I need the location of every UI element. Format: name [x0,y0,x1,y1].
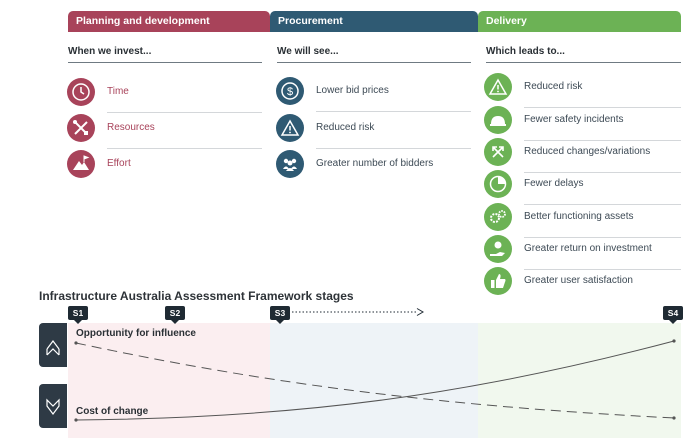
warning-triangle-icon [276,114,304,142]
cost-label: Cost of change [76,406,149,417]
item-label: Reduced risk [524,81,583,92]
cost-tab [39,384,67,428]
item-label: Time [107,86,129,97]
divider [277,62,471,63]
opportunity-label: Opportunity for influence [76,328,196,339]
clock-icon [67,78,95,106]
list-item: Fewer delays [484,170,681,205]
item-label: Lower bid prices [316,85,389,96]
list-item: $ Lower bid prices [276,77,471,112]
people-group-icon [276,150,304,178]
stage-badge: S2 [165,306,185,324]
stage-badge: S3 [270,306,290,324]
divider [316,148,471,149]
line-endpoint [74,418,78,422]
chevron-down-icon [46,398,60,415]
svg-text:$: $ [287,86,293,98]
item-label: Better functioning assets [524,211,634,222]
divider [316,111,471,112]
list-item: Reduced risk [276,114,471,149]
list-item: Resources [67,114,262,149]
divider [524,107,681,108]
item-label: Fewer safety incidents [524,114,624,125]
divider [107,112,262,113]
chevron-up-icon [46,340,60,356]
opportunity-line [75,342,675,419]
divider [524,269,681,270]
header-planning: Planning and development [68,11,270,32]
clock-pie-icon [484,170,512,198]
divider [524,172,681,173]
item-label: Greater number of bidders [316,158,434,169]
divider [68,62,262,63]
divider [524,237,681,238]
item-label: Greater user satisfaction [524,275,633,286]
list-item: Greater number of bidders [276,150,471,180]
line-endpoint [672,416,676,420]
subheading-delivery: Which leads to... [486,46,565,57]
stage-badge: S1 [68,306,88,324]
item-label: Reduced risk [316,122,375,133]
list-item: Time [67,78,262,113]
header-delivery: Delivery [478,11,681,32]
stage-badge: S4 [663,306,683,324]
list-item: Reduced risk [484,73,681,108]
item-label: Resources [107,122,155,133]
header-procurement: Procurement [270,11,478,32]
money-hand-icon [484,235,512,263]
planning-band [68,323,270,438]
line-endpoint [672,339,676,343]
item-label: Greater return on investment [524,243,652,254]
influence-tab [39,323,67,367]
list-item: Greater user satisfaction [484,267,681,297]
framework-title: Infrastructure Australia Assessment Fram… [39,289,354,303]
delivery-band [478,323,681,438]
list-item: Effort [67,150,262,180]
list-item: Reduced changes/variations [484,138,681,173]
arrows-icon [484,138,512,166]
procurement-band [270,323,478,438]
list-item: Fewer safety incidents [484,106,681,141]
divider [486,62,681,63]
thumbs-up-icon [484,267,512,295]
item-label: Reduced changes/variations [524,146,651,157]
line-endpoint [74,341,78,345]
hard-hat-icon [484,106,512,134]
list-item: Greater return on investment [484,235,681,270]
dollar-coin-icon: $ [276,77,304,105]
warning-triangle-icon [484,73,512,101]
list-item: Better functioning assets [484,203,681,238]
item-label: Effort [107,158,131,169]
divider [107,148,262,149]
dotted-arrow [292,308,424,316]
divider [524,140,681,141]
item-label: Fewer delays [524,178,584,189]
subheading-planning: When we invest... [68,46,152,57]
mountain-flag-icon [67,150,95,178]
gears-icon [484,203,512,231]
cost-line [75,340,675,421]
divider [524,204,681,205]
tools-icon [67,114,95,142]
subheading-procurement: We will see... [277,46,339,57]
